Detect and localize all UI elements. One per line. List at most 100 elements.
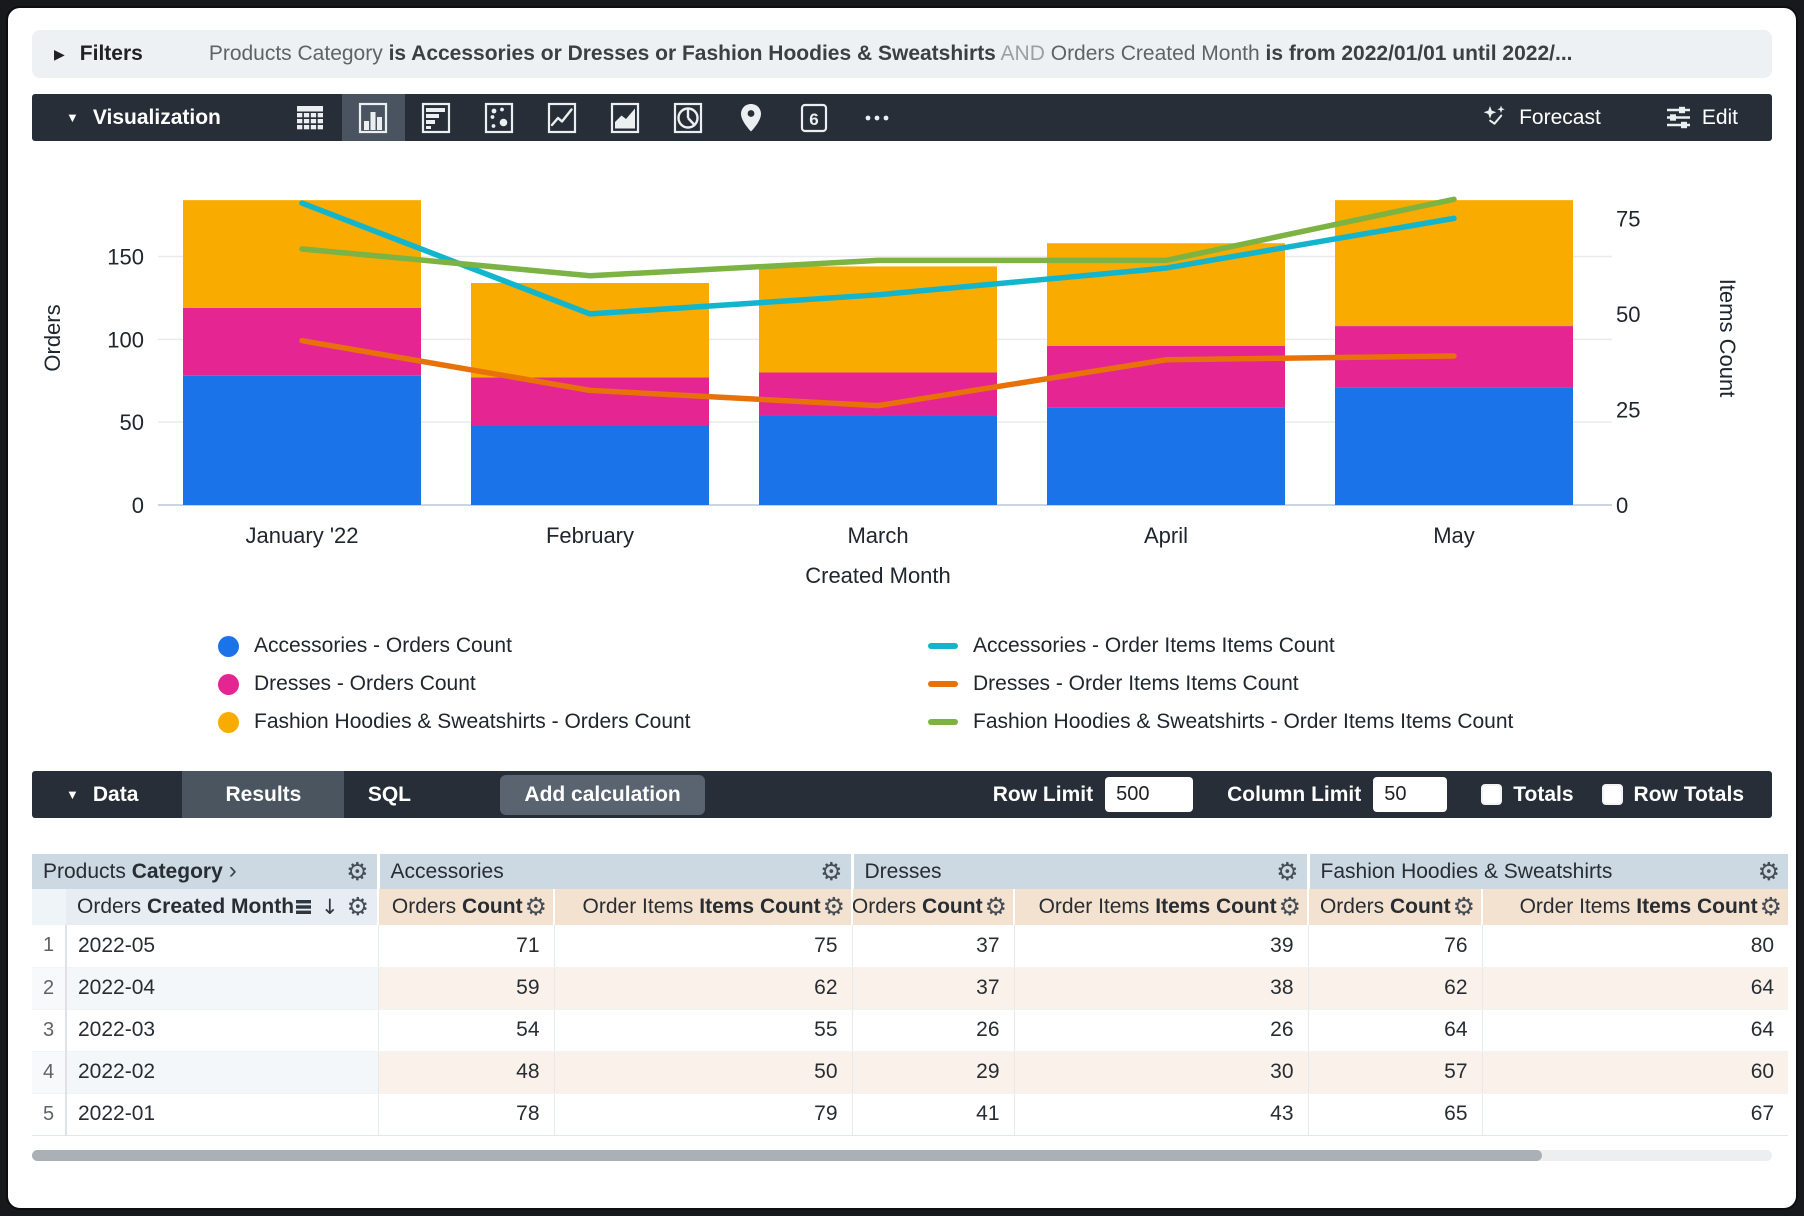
- measure-cell[interactable]: 79: [553, 1093, 853, 1136]
- column-header-orders-count[interactable]: Orders Count ⚙: [1307, 889, 1483, 925]
- measure-cell[interactable]: 80: [1481, 925, 1789, 968]
- table-chart-icon[interactable]: [279, 94, 342, 141]
- row-totals-checkbox-box[interactable]: [1601, 784, 1623, 805]
- bar-chart-icon[interactable]: [405, 94, 468, 141]
- tab-sql[interactable]: SQL: [367, 782, 411, 806]
- measure-cell[interactable]: 54: [377, 1009, 555, 1052]
- tab-results[interactable]: Results: [182, 771, 345, 818]
- row-number: 5: [32, 1093, 67, 1136]
- measure-cell[interactable]: 60: [1481, 1051, 1789, 1094]
- column-chart-icon[interactable]: [341, 94, 405, 141]
- bar-segment[interactable]: [471, 425, 709, 505]
- totals-checkbox-box[interactable]: [1481, 784, 1503, 805]
- measure-cell[interactable]: 29: [851, 1051, 1015, 1094]
- filters-bar[interactable]: ▶ Filters Products Category is Accessori…: [32, 30, 1772, 78]
- measure-cell[interactable]: 78: [377, 1093, 555, 1136]
- column-header-orders-count[interactable]: Orders Count ⚙: [851, 889, 1015, 925]
- filter-expression[interactable]: Products Category is Accessories or Dres…: [209, 42, 1750, 66]
- measure-cell[interactable]: 71: [377, 925, 555, 968]
- measure-cell[interactable]: 37: [851, 967, 1015, 1010]
- filter-expression-segment: is from 2022/01/01 until 2022/...: [1265, 42, 1573, 65]
- legend-item[interactable]: Dresses - Order Items Items Count: [928, 665, 1772, 703]
- group-header-fashion-hoodies[interactable]: Fashion Hoodies & Sweatshirts ⚙: [1306, 854, 1789, 889]
- row-limit-input[interactable]: [1105, 777, 1194, 812]
- column-header-order-items-items-count[interactable]: Order Items Items Count ⚙: [553, 889, 853, 925]
- row-totals-checkbox[interactable]: Row Totals: [1601, 783, 1744, 807]
- legend-item[interactable]: Fashion Hoodies & Sweatshirts - Order It…: [928, 703, 1772, 741]
- measure-cell[interactable]: 41: [851, 1093, 1015, 1136]
- measure-cell[interactable]: 75: [553, 925, 853, 968]
- legend-label: Fashion Hoodies & Sweatshirts - Order It…: [973, 710, 1514, 733]
- legend-item[interactable]: Accessories - Orders Count: [218, 627, 918, 665]
- dimension-cell[interactable]: 2022-05: [66, 925, 379, 968]
- measure-cell[interactable]: 65: [1307, 1093, 1483, 1136]
- dimension-cell[interactable]: 2022-04: [66, 967, 379, 1010]
- legend-item[interactable]: Accessories - Order Items Items Count: [928, 627, 1772, 665]
- measure-cell[interactable]: 26: [851, 1009, 1015, 1052]
- row-number-header: [32, 889, 66, 925]
- measure-cell[interactable]: 64: [1481, 967, 1789, 1010]
- dimension-cell[interactable]: 2022-03: [66, 1009, 379, 1052]
- forecast-button[interactable]: Forecast: [1482, 104, 1601, 131]
- column-header-orders-count[interactable]: Orders Count ⚙: [377, 889, 555, 925]
- measure-cell[interactable]: 37: [851, 925, 1015, 968]
- bar-segment[interactable]: [1335, 387, 1573, 505]
- group-header-dresses[interactable]: Dresses ⚙: [850, 854, 1309, 889]
- line-series[interactable]: [299, 337, 1457, 409]
- more-viz-types-icon[interactable]: [846, 94, 909, 141]
- map-pin-icon[interactable]: [720, 94, 783, 141]
- measure-cell[interactable]: 48: [377, 1051, 555, 1094]
- measure-cell[interactable]: 57: [1307, 1051, 1483, 1094]
- measure-cell[interactable]: 62: [1307, 967, 1483, 1010]
- bar-segment[interactable]: [471, 282, 709, 378]
- line-series[interactable]: [299, 196, 1457, 279]
- measure-cell[interactable]: 26: [1013, 1009, 1309, 1052]
- measure-cell[interactable]: 64: [1481, 1009, 1789, 1052]
- line-chart-icon[interactable]: [531, 94, 594, 141]
- group-header-accessories[interactable]: Accessories ⚙: [376, 854, 853, 889]
- measure-cell[interactable]: 76: [1307, 925, 1483, 968]
- drill-chevron-icon[interactable]: ›: [228, 856, 237, 884]
- measure-cell[interactable]: 64: [1307, 1009, 1483, 1052]
- measure-cell[interactable]: 59: [377, 967, 555, 1010]
- group-header-products-category[interactable]: Products Category › ⚙: [32, 854, 379, 889]
- measure-cell[interactable]: 30: [1013, 1051, 1309, 1094]
- area-chart-icon[interactable]: [594, 94, 657, 141]
- horizontal-scrollbar[interactable]: [32, 1149, 1772, 1161]
- scatter-chart-icon[interactable]: [468, 94, 531, 141]
- measure-cell[interactable]: 43: [1013, 1093, 1309, 1136]
- bar-segment[interactable]: [471, 377, 709, 426]
- legend-item[interactable]: Dresses - Orders Count: [218, 665, 918, 703]
- column-limit-input[interactable]: [1373, 777, 1448, 812]
- measure-cell[interactable]: 62: [553, 967, 853, 1010]
- column-header-order-items-items-count[interactable]: Order Items Items Count ⚙: [1013, 889, 1309, 925]
- line-series[interactable]: [299, 200, 1457, 317]
- sort-rows-icon[interactable]: [295, 899, 313, 915]
- add-calculation-button[interactable]: Add calculation: [500, 774, 705, 815]
- filters-expand-icon[interactable]: ▶: [54, 45, 65, 62]
- measure-cell[interactable]: 50: [553, 1051, 853, 1094]
- edit-button[interactable]: Edit: [1665, 104, 1738, 131]
- bar-segment[interactable]: [1047, 407, 1285, 505]
- measure-cell[interactable]: 38: [1013, 967, 1309, 1010]
- data-collapse-icon[interactable]: ▼: [66, 787, 79, 802]
- bar-segment[interactable]: [1047, 345, 1285, 408]
- legend-item[interactable]: Fashion Hoodies & Sweatshirts - Orders C…: [218, 703, 918, 741]
- horizontal-scrollbar-thumb[interactable]: [32, 1149, 1542, 1161]
- dimension-cell[interactable]: 2022-01: [66, 1093, 379, 1136]
- measure-cell[interactable]: 55: [553, 1009, 853, 1052]
- measure-cell[interactable]: 39: [1013, 925, 1309, 968]
- column-header-order-items-items-count[interactable]: Order Items Items Count ⚙: [1481, 889, 1789, 925]
- bar-segment[interactable]: [759, 415, 997, 505]
- pie-chart-icon[interactable]: [657, 94, 720, 141]
- measure-cell[interactable]: 67: [1481, 1093, 1789, 1136]
- totals-checkbox[interactable]: Totals: [1481, 783, 1574, 807]
- single-value-icon[interactable]: 6: [783, 94, 846, 141]
- dimension-cell[interactable]: 2022-02: [66, 1051, 379, 1094]
- visualization-collapse-icon[interactable]: ▼: [66, 110, 79, 125]
- sort-direction-down-icon[interactable]: ↓: [320, 895, 339, 919]
- column-header-orders-created-month[interactable]: Orders Created Month ↓ ⚙: [66, 889, 379, 925]
- edit-sliders-icon: [1665, 104, 1692, 131]
- bar-segment[interactable]: [183, 375, 421, 505]
- bar-segment[interactable]: [759, 266, 997, 373]
